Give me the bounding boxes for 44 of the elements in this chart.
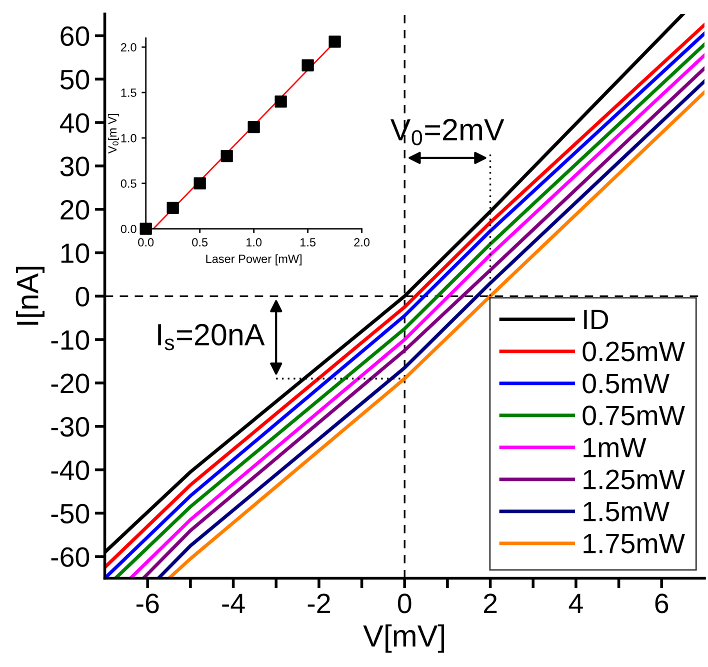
y-tick-label: 0.0: [120, 224, 136, 234]
y-tick-label: 50: [60, 70, 90, 90]
y-tick-label: -50: [51, 504, 90, 524]
y-axis-title: V$_{0}$[m V]: [108, 114, 119, 154]
x-tick-label: -2: [308, 594, 330, 614]
legend-label: 0.75mW: [582, 406, 685, 426]
annotation: I$_{s}$=20nA: [158, 324, 265, 350]
x-tick-label: 4: [568, 594, 583, 614]
y-tick-label: 30: [60, 156, 90, 176]
x-tick-label: 0.5: [192, 238, 208, 246]
x-tick-label: 2.0: [354, 238, 370, 246]
y-tick-label: 2.0: [121, 43, 136, 52]
y-tick-label: -60: [51, 547, 90, 567]
x-tick-label: 6: [655, 594, 668, 614]
x-tick-label: 1.0: [246, 238, 262, 246]
y-tick-label: 20: [60, 200, 90, 220]
y-tick-label: 0: [76, 286, 90, 306]
x-tick-label: 0: [398, 594, 412, 614]
y-tick-label: -10: [51, 330, 90, 350]
y-tick-label: 40: [60, 113, 90, 133]
legend-label: 1.5mW: [584, 502, 670, 522]
y-tick-label: 10: [61, 243, 90, 264]
y-tick-label: 0.5: [120, 179, 136, 188]
x-axis-title: V[mV]: [363, 624, 444, 653]
x-tick-label: 0.0: [138, 238, 154, 246]
x-tick-label: -4: [222, 594, 245, 614]
x-tick-label: 1.5: [300, 238, 316, 246]
legend-label: ID: [584, 310, 608, 330]
x-axis-title: Laser Power [mW]: [206, 254, 302, 266]
y-tick-label: -40: [51, 460, 90, 480]
legend-label: 0.5mW: [582, 374, 670, 394]
y-tick-label: -30: [51, 417, 90, 437]
y-tick-label: 1.0: [121, 134, 136, 142]
legend-label: 1.75mW: [584, 534, 685, 554]
annotation: V$_{0}$=2mV: [390, 118, 504, 146]
y-axis-title: I[nA]: [16, 266, 44, 325]
y-tick-label: 60: [60, 26, 90, 46]
legend-label: 1.25mW: [584, 470, 685, 490]
legend-label: 0.25mW: [582, 342, 685, 362]
y-tick-label: -20: [51, 374, 90, 394]
y-tick-label: 1.5: [121, 88, 136, 97]
x-tick-label: -6: [136, 594, 159, 614]
x-tick-label: 2: [484, 594, 497, 614]
legend-label: 1mW: [584, 438, 646, 458]
